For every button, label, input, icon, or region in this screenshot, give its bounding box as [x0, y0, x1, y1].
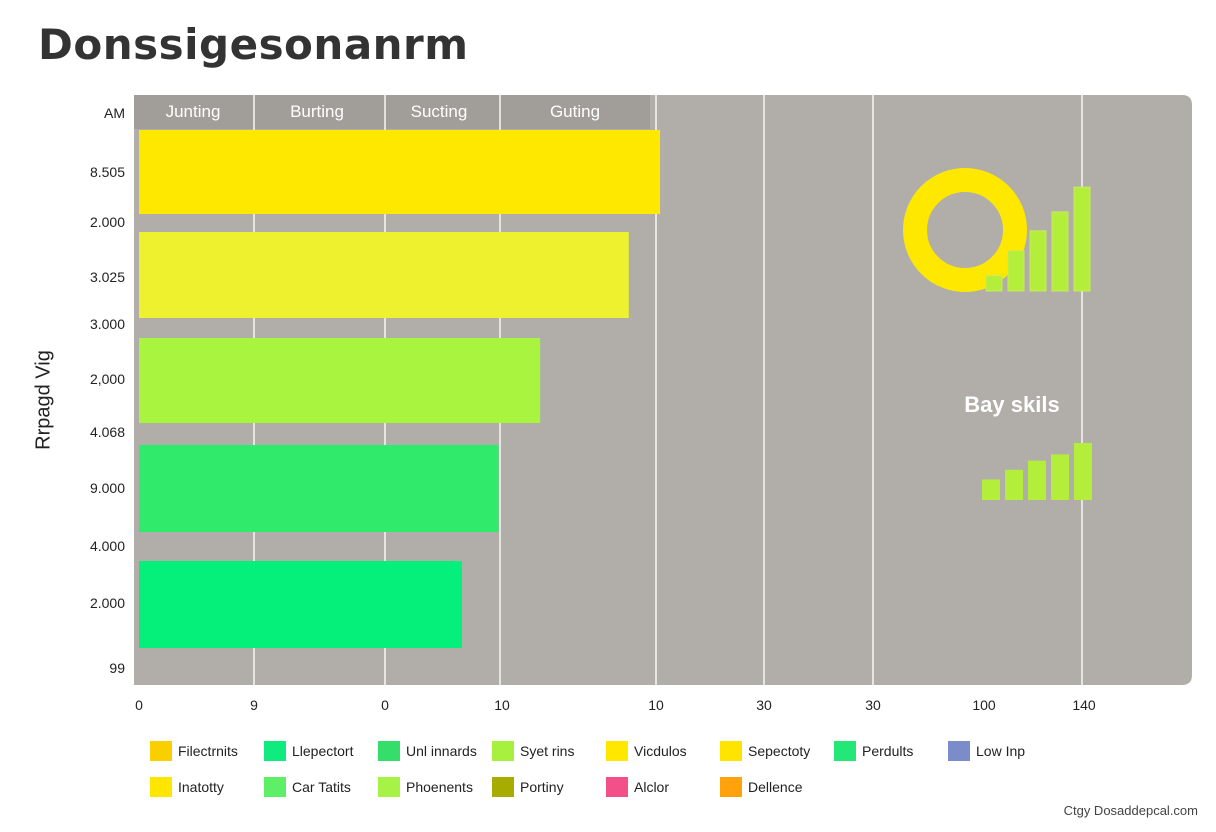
x-tick-label: 10	[494, 697, 510, 713]
legend-swatch	[492, 777, 514, 797]
inset-top-bar-1	[1007, 250, 1025, 292]
legend-item: Alclor	[606, 777, 720, 797]
legend-item: Phoenents	[378, 777, 492, 797]
inset-top-bar-0	[985, 275, 1003, 292]
legend-item: Filectrnits	[150, 741, 264, 761]
legend-item: Car Tatits	[264, 777, 378, 797]
bar-4	[139, 561, 463, 648]
y-tick-label: 8.505	[90, 164, 125, 180]
legend-label: Portiny	[520, 779, 564, 795]
legend-label: Dellence	[748, 779, 803, 795]
legend-label: Unl innards	[406, 743, 477, 759]
legend-item: Llepectort	[264, 741, 378, 761]
inset-bottom-bar-1	[1005, 469, 1023, 500]
bar-3	[139, 445, 499, 532]
bar-1	[139, 232, 629, 318]
x-tick-label: 0	[381, 697, 389, 713]
column-header: Junting	[166, 102, 221, 121]
legend-item: Portiny	[492, 777, 606, 797]
legend-row: Inatotty Car Tatits Phoenents Portiny Alclor…	[150, 769, 1110, 805]
column-header: Burting	[290, 102, 344, 121]
x-tick-label: 10	[648, 697, 664, 713]
y-tick-label: 3.000	[90, 316, 125, 332]
legend-swatch	[492, 741, 514, 761]
legend-item: Unl innards	[378, 741, 492, 761]
legend-swatch	[150, 741, 172, 761]
column-header: Sucting	[411, 102, 468, 121]
x-tick-label: 30	[756, 697, 772, 713]
x-tick-label: 9	[250, 697, 258, 713]
legend-label: Sepectoty	[748, 743, 811, 759]
legend-label: Inatotty	[178, 779, 224, 795]
legend-swatch	[264, 741, 286, 761]
y-tick-label: 2.000	[90, 214, 125, 230]
legend-label: Car Tatits	[292, 779, 351, 795]
legend-swatch	[606, 777, 628, 797]
inset-ring	[903, 168, 1027, 292]
x-tick-label: 100	[972, 697, 996, 713]
legend-swatch	[378, 777, 400, 797]
y-tick-label: 2,000	[90, 371, 125, 387]
chart-title: Donssigesonanrm	[38, 20, 469, 69]
chart-svg: Junting Burting Sucting Guting AM 8.505 2.000 3…	[90, 95, 1192, 713]
x-tick-label: 0	[135, 697, 143, 713]
inset-bottom-bar-0	[982, 479, 1000, 500]
y-tick-label: 3.025	[90, 269, 125, 285]
legend-swatch	[834, 741, 856, 761]
watermark: Ctgy Dosaddepcal.com	[1063, 803, 1198, 818]
inset-bottom-bar-3	[1051, 454, 1069, 500]
inset-top-bar-4	[1073, 186, 1091, 292]
legend-label: Syet rins	[520, 743, 575, 759]
legend-label: Llepectort	[292, 743, 354, 759]
legend-label: Alclor	[634, 779, 670, 795]
y-tick-label: 2.000	[90, 595, 125, 611]
legend: Filectrnits Llepectort Unl innards Syet rin…	[150, 733, 1110, 805]
legend-label: Perdults	[862, 743, 914, 759]
y-tick-label: AM	[104, 105, 125, 121]
y-tick-label: 4.000	[90, 538, 125, 554]
legend-item: Vicdulos	[606, 741, 720, 761]
legend-swatch	[606, 741, 628, 761]
column-header: Guting	[550, 102, 600, 121]
legend-item: Dellence	[720, 777, 834, 797]
legend-label: Low Inp	[976, 743, 1026, 759]
legend-item: Low Inp	[948, 741, 1062, 761]
bar-2	[139, 338, 541, 423]
x-tick-label: 30	[865, 697, 881, 713]
header-band	[134, 95, 650, 129]
inset-top-bar-3	[1051, 211, 1069, 292]
legend-label: Phoenents	[406, 779, 473, 795]
legend-item: Syet rins	[492, 741, 606, 761]
y-tick-label: 9.000	[90, 480, 125, 496]
x-tick-label: 140	[1072, 697, 1096, 713]
legend-swatch	[948, 741, 970, 761]
legend-swatch	[150, 777, 172, 797]
inset-bottom-bar-4	[1074, 443, 1092, 500]
legend-label: Filectrnits	[178, 743, 238, 759]
legend-item: Sepectoty	[720, 741, 834, 761]
bar-0	[139, 130, 660, 214]
legend-item: Inatotty	[150, 777, 264, 797]
y-tick-label: 99	[109, 660, 125, 676]
inset-label: Bay skils	[964, 392, 1059, 417]
inset-top-bar-2	[1029, 230, 1047, 292]
inset-bottom-bar-2	[1028, 460, 1046, 500]
legend-swatch	[378, 741, 400, 761]
legend-swatch	[264, 777, 286, 797]
legend-swatch	[720, 777, 742, 797]
legend-row: Filectrnits Llepectort Unl innards Syet rin…	[150, 733, 1110, 769]
legend-swatch	[720, 741, 742, 761]
y-tick-label: 4.068	[90, 424, 125, 440]
legend-label: Vicdulos	[634, 743, 687, 759]
legend-item: Perdults	[834, 741, 948, 761]
